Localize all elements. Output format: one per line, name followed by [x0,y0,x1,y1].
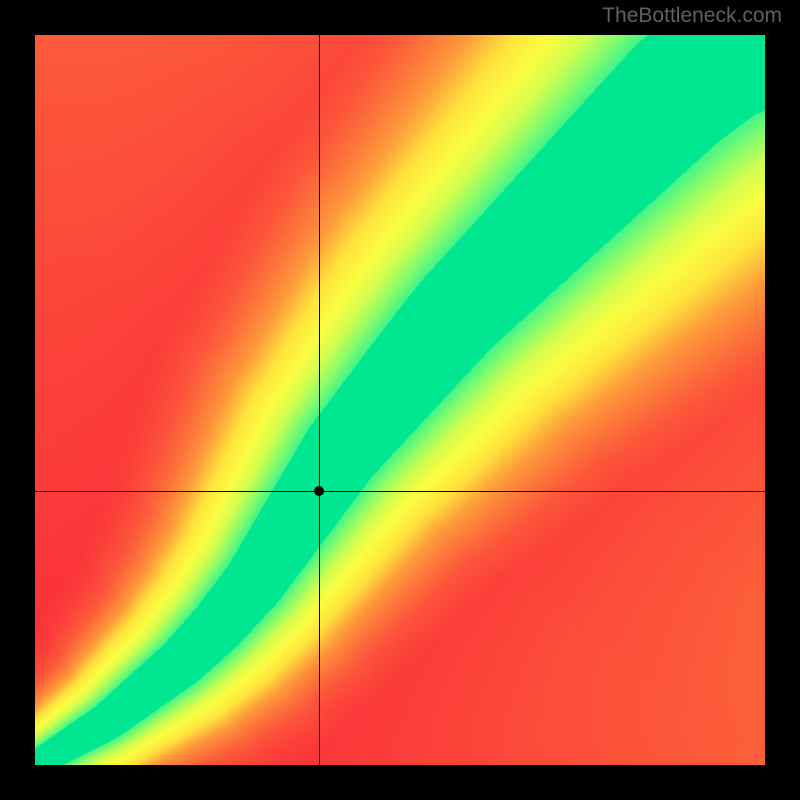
heatmap-plot [35,35,765,765]
crosshair-vertical [319,35,320,765]
crosshair-horizontal [35,491,765,492]
watermark-text: TheBottleneck.com [602,4,782,28]
heatmap-canvas [35,35,765,765]
crosshair-marker [314,486,324,496]
